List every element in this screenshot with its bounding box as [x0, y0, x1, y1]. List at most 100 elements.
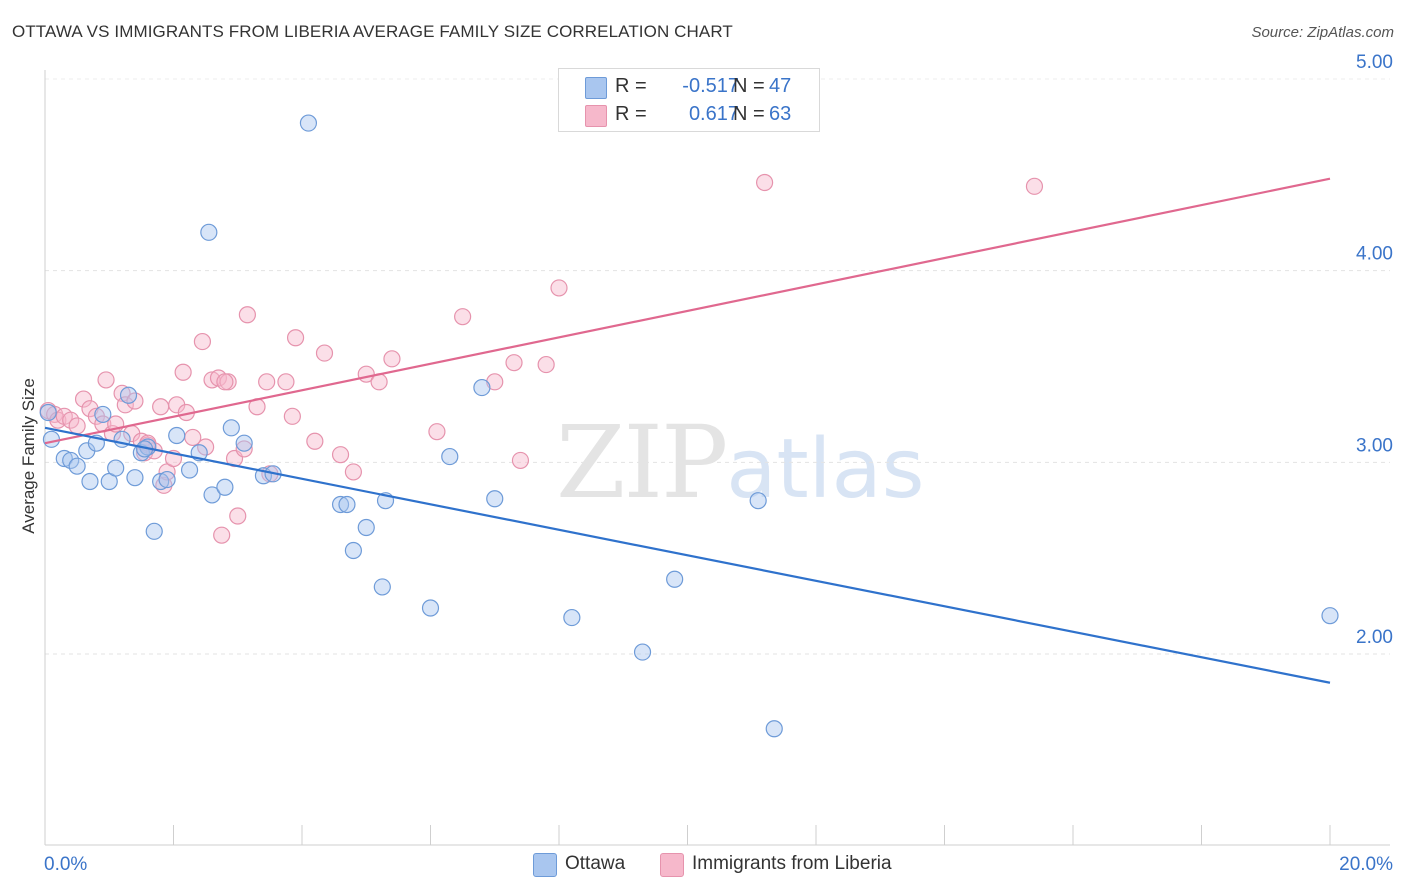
liberia-point [1025, 177, 1044, 195]
ottawa-point [222, 419, 240, 437]
liberia-point [229, 507, 247, 525]
axes [44, 70, 1390, 846]
liberia-point [152, 398, 170, 416]
ottawa-point [107, 459, 125, 477]
liberia-point [193, 332, 212, 351]
y-tick-label: 2.00 [1356, 627, 1393, 648]
liberia-points [39, 173, 1044, 544]
legend-r-value: -0.517 [682, 75, 739, 97]
legend-n-value: 47 [769, 75, 792, 97]
liberia-point [74, 390, 93, 408]
ottawa-point [180, 461, 199, 479]
liberia-point [213, 526, 231, 544]
y-tick-label: 5.00 [1356, 52, 1393, 73]
y-tick-label: 3.00 [1356, 435, 1393, 456]
ottawa-point [338, 495, 356, 514]
liberia-point [97, 371, 115, 389]
y-tick-label: 4.00 [1356, 244, 1393, 265]
legend-r-label: R = [615, 75, 647, 97]
liberia-point [238, 306, 256, 324]
liberia-point [235, 440, 253, 458]
ottawa-point [94, 405, 112, 424]
liberia-point [126, 392, 144, 410]
ottawa-point [666, 570, 684, 588]
ottawa-point [357, 518, 375, 537]
ottawa-point [200, 223, 218, 241]
legend-n-value: 63 [769, 103, 792, 125]
liberia-point [511, 451, 530, 470]
ottawa-point [62, 451, 80, 470]
legend-n-label: N = [733, 75, 765, 97]
ottawa-point [749, 492, 767, 510]
ottawa-point [331, 495, 350, 514]
ottawa-points [39, 114, 1339, 738]
ottawa-point [421, 599, 440, 617]
liberia-point [197, 438, 215, 456]
legend-swatch-liberia [585, 105, 607, 127]
ottawa-point [633, 643, 652, 661]
bottom-swatch-ottawa [533, 853, 557, 877]
trend-lines [44, 177, 1331, 684]
bottom-legend-label: Immigrants from Liberia [692, 853, 892, 874]
ottawa-point [39, 403, 57, 422]
watermark-atlas: atlas [726, 422, 925, 517]
liberia-point [277, 373, 295, 391]
liberia-point [286, 329, 305, 347]
x-tick-label: 20.0% [1339, 854, 1393, 875]
liberia-trend-line [44, 177, 1331, 445]
ottawa-point [168, 426, 186, 445]
ottawa-point [216, 478, 234, 496]
ottawa-point [235, 434, 253, 452]
liberia-point [283, 407, 301, 425]
liberia-point [331, 446, 350, 464]
liberia-point [174, 363, 192, 381]
bottom-legend-label: Ottawa [565, 853, 626, 874]
correlation-legend: R = -0.517 N = 47 R = 0.617 N = 63 [558, 68, 820, 132]
bottom-swatch-liberia [660, 853, 684, 877]
ottawa-point [563, 608, 581, 627]
liberia-point [550, 279, 568, 297]
liberia-point [62, 411, 80, 429]
gridlines [45, 78, 1390, 655]
legend-r-label: R = [615, 103, 647, 125]
ottawa-trend-line [44, 426, 1331, 684]
ottawa-point [119, 386, 138, 404]
ottawa-point [55, 449, 73, 468]
liberia-point [454, 308, 472, 326]
liberia-point [344, 463, 362, 481]
ottawa-point [158, 470, 176, 489]
liberia-point [216, 373, 234, 391]
liberia-point [505, 354, 523, 372]
liberia-point [258, 373, 276, 391]
liberia-point [116, 396, 134, 414]
liberia-point [428, 423, 446, 441]
ottawa-point [42, 430, 61, 448]
ottawa-point [68, 457, 86, 475]
ottawa-point [486, 490, 504, 508]
ottawa-point [473, 378, 491, 397]
ottawa-point [152, 472, 170, 491]
ottawa-point [81, 472, 99, 491]
ottawa-point [765, 720, 783, 738]
legend-swatch-ottawa [585, 77, 607, 99]
liberia-point [755, 173, 774, 192]
legend-r-value: 0.617 [688, 103, 739, 125]
liberia-point [315, 344, 334, 362]
source-label: Source: ZipAtlas.com [1251, 24, 1394, 41]
liberia-point [306, 432, 324, 450]
liberia-point [537, 355, 555, 374]
ottawa-point [344, 541, 362, 560]
legend-n-label: N = [733, 103, 765, 125]
ottawa-point [203, 486, 221, 504]
ottawa-point [441, 447, 459, 466]
ottawa-point [126, 469, 144, 487]
ottawa-point [145, 522, 163, 540]
chart-title: OTTAWA VS IMMIGRANTS FROM LIBERIA AVERAG… [12, 22, 733, 41]
y-axis-label: Average Family Size [19, 378, 38, 534]
tick-labels: 2.00 3.00 4.00 5.00 0.0% 20.0% [44, 52, 1393, 875]
ottawa-point [373, 578, 391, 596]
ottawa-point [299, 114, 318, 132]
ottawa-point [1321, 607, 1339, 625]
x-tick-label: 0.0% [44, 854, 87, 875]
